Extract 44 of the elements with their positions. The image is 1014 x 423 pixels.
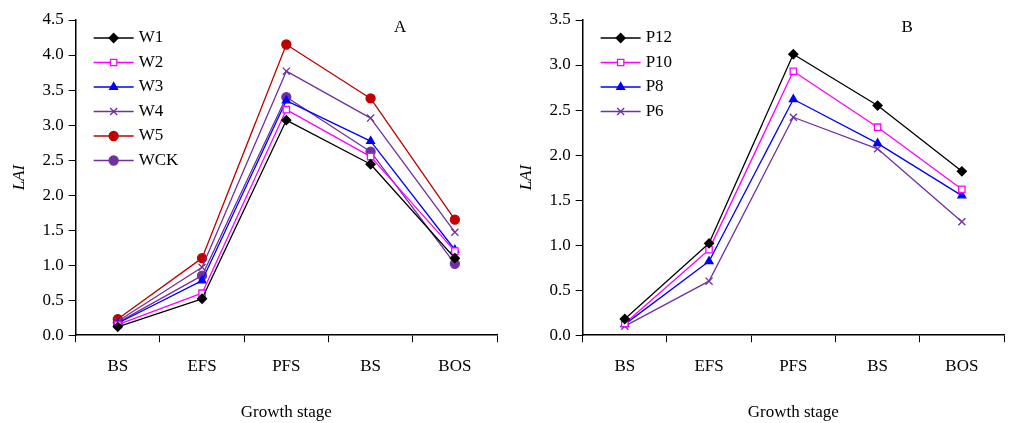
legend-label: WCK [138,149,180,169]
chart-title: A [393,17,407,37]
y-tick-label: 3.0 [549,54,571,74]
x-axis-title: Growth stage [747,402,839,422]
legend-label: W4 [138,100,164,120]
x-axis-title: Growth stage [240,402,332,422]
y-tick-label: 2.0 [42,184,64,204]
x-tick-label: BOS [945,355,979,375]
legend-label: W5 [138,125,164,145]
legend-label: P10 [645,51,673,71]
legend-label: W2 [138,51,164,71]
legend-label: W3 [138,76,164,96]
legend-label: W1 [138,27,164,47]
y-tick-label: 1.5 [42,219,64,239]
x-tick-label: BS [867,355,888,375]
y-tick-label: 4.5 [42,9,64,29]
y-tick-label: 3.5 [42,79,64,99]
y-tick-label: 0.5 [549,279,571,299]
y-tick-label: 0.0 [42,324,64,344]
chart-title: B [901,17,913,37]
y-tick-label: 4.0 [42,44,64,64]
x-tick-label: BS [107,355,129,375]
x-tick-label: EFS [187,355,217,375]
x-tick-label: EFS [694,355,724,375]
y-tick-label: 2.5 [42,149,64,169]
y-axis-title: LAI [8,163,28,192]
y-tick-label: 0.5 [42,289,64,309]
y-tick-label: 2.0 [549,144,571,164]
x-tick-label: PFS [779,355,808,375]
y-tick-label: 3.0 [42,114,64,134]
y-tick-label: 1.5 [549,189,571,209]
legend-label: P6 [645,100,664,120]
y-tick-label: 3.5 [549,9,571,29]
y-tick-label: 2.5 [549,99,571,119]
legend-label: P8 [645,76,664,96]
x-tick-label: BOS [438,355,472,375]
legend-label: P12 [645,27,673,47]
y-axis-title: LAI [515,163,535,192]
y-tick-label: 1.0 [42,254,64,274]
x-tick-label: BS [614,355,636,375]
y-tick-label: 1.0 [549,234,571,254]
y-tick-label: 0.0 [549,324,571,344]
x-tick-label: PFS [272,355,301,375]
x-tick-label: BS [360,355,381,375]
